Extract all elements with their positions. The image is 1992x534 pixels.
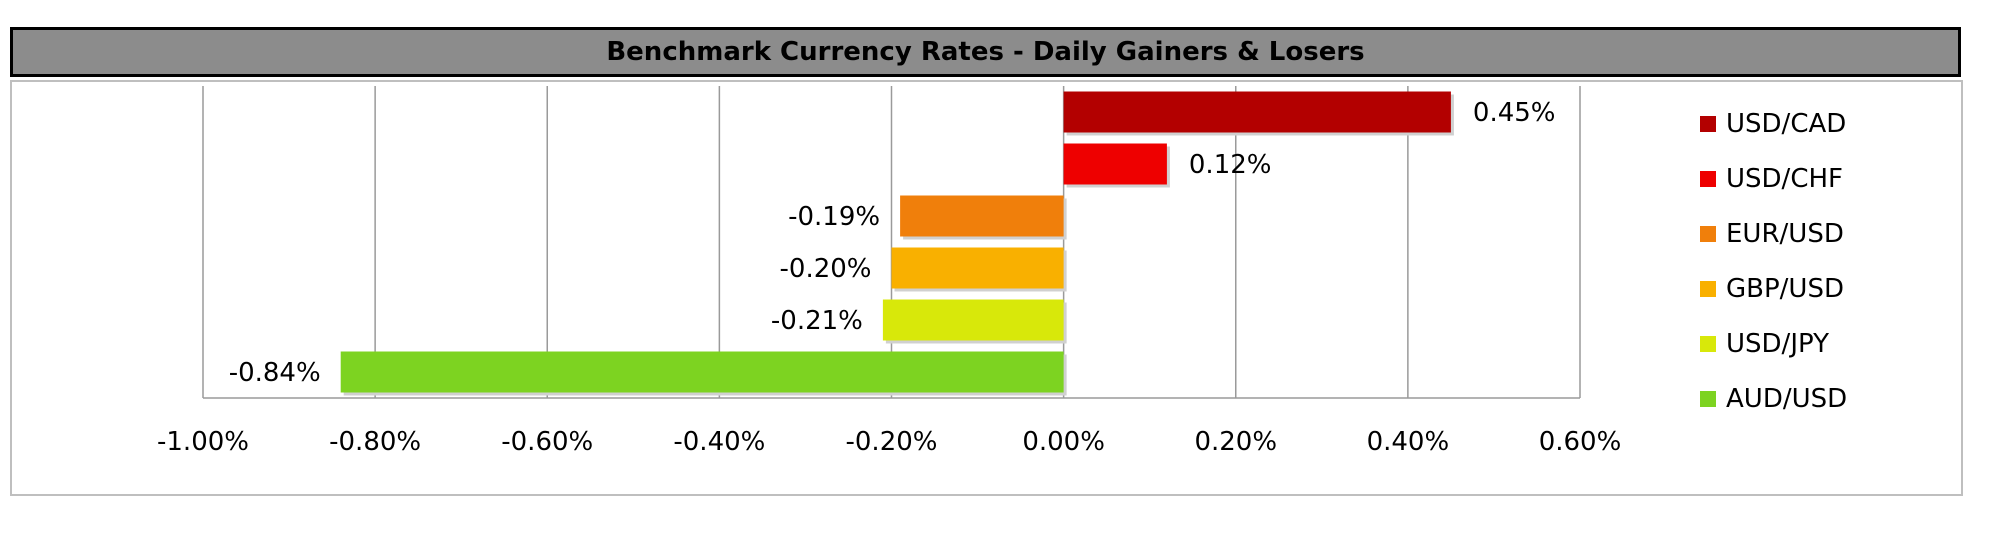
legend-swatch [1700, 170, 1716, 187]
x-tick-label: -0.20% [846, 427, 938, 457]
bar-eur-usd [900, 195, 1064, 237]
data-label: -0.84% [229, 358, 321, 388]
x-tick-label: -0.60% [501, 427, 593, 457]
data-label: -0.21% [771, 306, 863, 336]
legend-swatch [1700, 390, 1716, 407]
data-label: -0.20% [780, 254, 872, 284]
legend-label: USD/CHF [1726, 163, 1843, 194]
x-tick-label: 0.00% [1022, 427, 1105, 457]
legend-swatch [1700, 225, 1716, 242]
bar-usd-jpy [882, 299, 1064, 341]
data-label: 0.12% [1189, 150, 1272, 180]
x-tick-label: -1.00% [157, 427, 249, 457]
data-label: -0.19% [788, 202, 880, 232]
x-tick-label: 0.40% [1367, 427, 1450, 457]
x-tick-label: 0.60% [1539, 427, 1622, 457]
legend-swatch [1700, 335, 1716, 352]
legend-item: USD/CAD [1700, 96, 1847, 151]
chart-legend: USD/CAD USD/CHF EUR/USD GBP/USD USD/JPY AUD/U… [1700, 96, 1847, 426]
legend-item: GBP/USD [1700, 261, 1847, 316]
legend-item: EUR/USD [1700, 206, 1847, 261]
legend-label: AUD/USD [1726, 383, 1848, 414]
bar-usd-cad [1063, 91, 1451, 133]
legend-swatch [1700, 280, 1716, 297]
chart-title-bar: Benchmark Currency Rates - Daily Gainers… [10, 27, 1961, 77]
legend-item: AUD/USD [1700, 371, 1847, 426]
bar-aud-usd [340, 351, 1064, 393]
data-label: 0.45% [1473, 98, 1556, 128]
legend-label: USD/JPY [1726, 328, 1829, 359]
legend-label: USD/CAD [1726, 108, 1847, 139]
legend-item: USD/JPY [1700, 316, 1847, 371]
legend-label: GBP/USD [1726, 273, 1844, 304]
chart-title: Benchmark Currency Rates - Daily Gainers… [606, 37, 1365, 67]
bar-usd-chf [1063, 143, 1167, 185]
x-tick-label: 0.20% [1194, 427, 1277, 457]
x-tick-label: -0.80% [329, 427, 421, 457]
bar-gbp-usd [891, 247, 1064, 289]
legend-swatch [1700, 115, 1716, 132]
x-tick-label: -0.40% [673, 427, 765, 457]
legend-label: EUR/USD [1726, 218, 1844, 249]
legend-item: USD/CHF [1700, 151, 1847, 206]
